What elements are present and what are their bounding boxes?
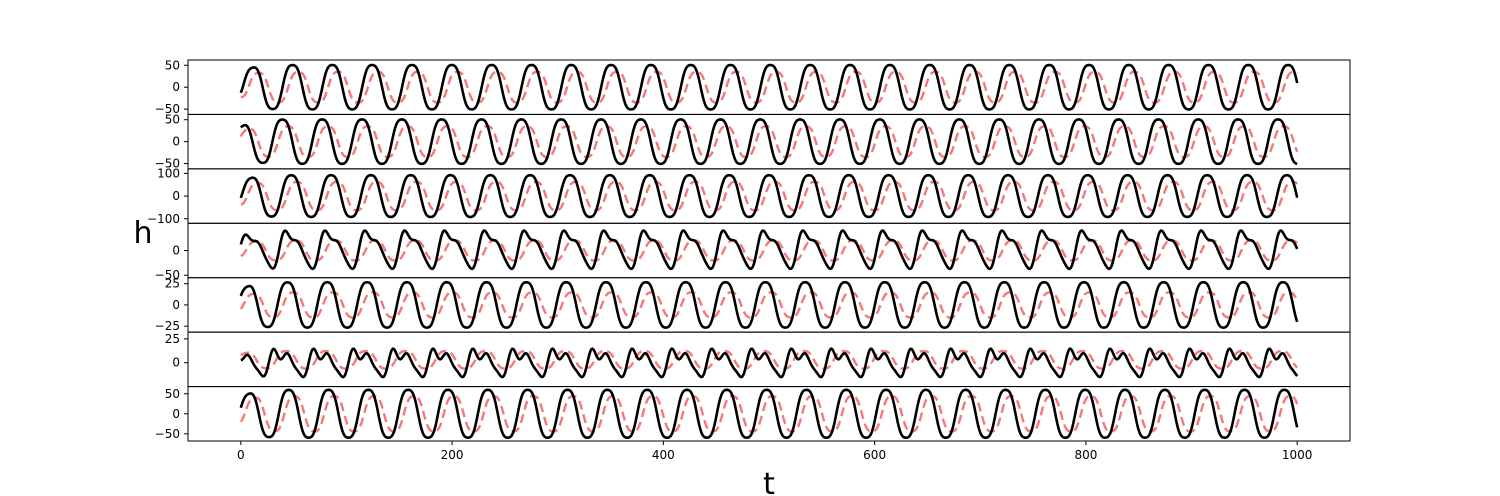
subplot-4: 0 −50 bbox=[155, 222, 1351, 282]
subplot-5: 25 0 −25 bbox=[155, 277, 1351, 333]
y-tick-label: 0 bbox=[172, 135, 180, 149]
subplot-6: 25 0 bbox=[165, 331, 1351, 388]
subplot-2: 50 0 −50 bbox=[155, 113, 1351, 171]
x-tick-label: 200 bbox=[441, 448, 464, 462]
subplot-1: 50 0 −50 bbox=[155, 58, 1351, 116]
y-tick-label: 0 bbox=[172, 80, 180, 94]
subplot-3: 100 0 −100 bbox=[147, 166, 1351, 226]
y-tick-label: 50 bbox=[165, 387, 180, 401]
x-tick-label: 1000 bbox=[1282, 448, 1313, 462]
series-solid-line bbox=[239, 280, 1299, 329]
y-tick-label: −100 bbox=[147, 212, 180, 226]
x-tick-label: 0 bbox=[237, 448, 245, 462]
series-solid-line bbox=[239, 388, 1299, 440]
series-solid-line bbox=[239, 173, 1299, 219]
y-tick-label: 0 bbox=[172, 407, 180, 421]
series-solid-line bbox=[240, 347, 1299, 379]
y-tick-label: 0 bbox=[172, 298, 180, 312]
y-tick-label: 25 bbox=[165, 332, 180, 346]
y-tick-label: −50 bbox=[155, 102, 180, 116]
y-tick-label: 50 bbox=[165, 113, 180, 127]
y-tick-label: −50 bbox=[155, 268, 180, 282]
x-axis: 0 200 400 600 800 1000 bbox=[237, 441, 1312, 462]
y-tick-label: 0 bbox=[172, 189, 180, 203]
y-axis-label: h bbox=[133, 216, 152, 251]
series-dashed-line bbox=[240, 239, 1299, 262]
y-tick-label: 50 bbox=[165, 58, 180, 72]
subplot-7: 50 0 −50 bbox=[155, 386, 1351, 442]
y-tick-label: −25 bbox=[155, 319, 180, 333]
x-tick-label: 800 bbox=[1074, 448, 1097, 462]
series-dashed-line bbox=[240, 349, 1298, 370]
x-axis-label: t bbox=[763, 467, 775, 496]
y-tick-label: 100 bbox=[157, 166, 180, 180]
series-solid-line bbox=[239, 63, 1299, 111]
series-dashed-line bbox=[239, 291, 1299, 319]
y-tick-label: −50 bbox=[155, 157, 180, 171]
series-dashed-line bbox=[239, 394, 1299, 433]
series-dashed-line bbox=[239, 125, 1299, 159]
y-tick-label: 0 bbox=[172, 356, 180, 370]
y-tick-label: −50 bbox=[155, 427, 180, 441]
subplot-frame bbox=[187, 168, 1351, 224]
y-tick-label: 25 bbox=[165, 277, 180, 291]
series-solid-line bbox=[239, 229, 1299, 271]
series-solid-line bbox=[239, 118, 1298, 166]
y-tick-label: 0 bbox=[172, 244, 180, 258]
x-tick-label: 400 bbox=[652, 448, 675, 462]
x-tick-label: 600 bbox=[863, 448, 886, 462]
